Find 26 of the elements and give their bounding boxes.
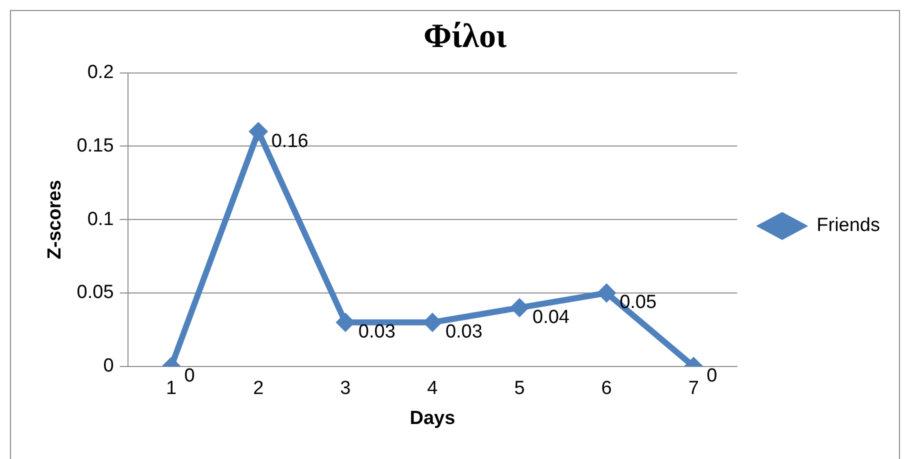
x-tick-label: 4 bbox=[427, 378, 438, 400]
point bbox=[597, 284, 616, 302]
y-axis-title: Z-scores bbox=[44, 180, 66, 260]
data-label: 0.04 bbox=[532, 306, 570, 328]
y-tick-label: 0.2 bbox=[87, 62, 114, 84]
data-label: 0.03 bbox=[358, 322, 396, 343]
data-label: 0.16 bbox=[271, 130, 308, 152]
legend-label: Friends bbox=[816, 215, 880, 236]
x-tick-label: 2 bbox=[253, 378, 264, 400]
x-tick-label: 7 bbox=[688, 378, 699, 400]
data-label: 0.03 bbox=[445, 322, 482, 343]
data-label: 0 bbox=[706, 366, 718, 387]
data-label: 0 bbox=[184, 366, 195, 387]
x-tick-label: 5 bbox=[514, 378, 525, 400]
x-axis-title: Days bbox=[410, 408, 456, 429]
chart-title: Φίλοι bbox=[424, 18, 507, 56]
data-label: 0.05 bbox=[620, 292, 657, 314]
point bbox=[510, 298, 530, 318]
x-tick-label: 1 bbox=[166, 378, 177, 400]
x-tick-label: 3 bbox=[340, 378, 351, 400]
y-tick-label: 0.15 bbox=[76, 135, 114, 156]
y-tick-label: 0.05 bbox=[76, 282, 114, 304]
x-tick-label: 6 bbox=[601, 378, 612, 400]
y-tick-label: 0.1 bbox=[87, 208, 114, 230]
point bbox=[248, 122, 268, 142]
y-tick-label: 0 bbox=[103, 356, 114, 377]
